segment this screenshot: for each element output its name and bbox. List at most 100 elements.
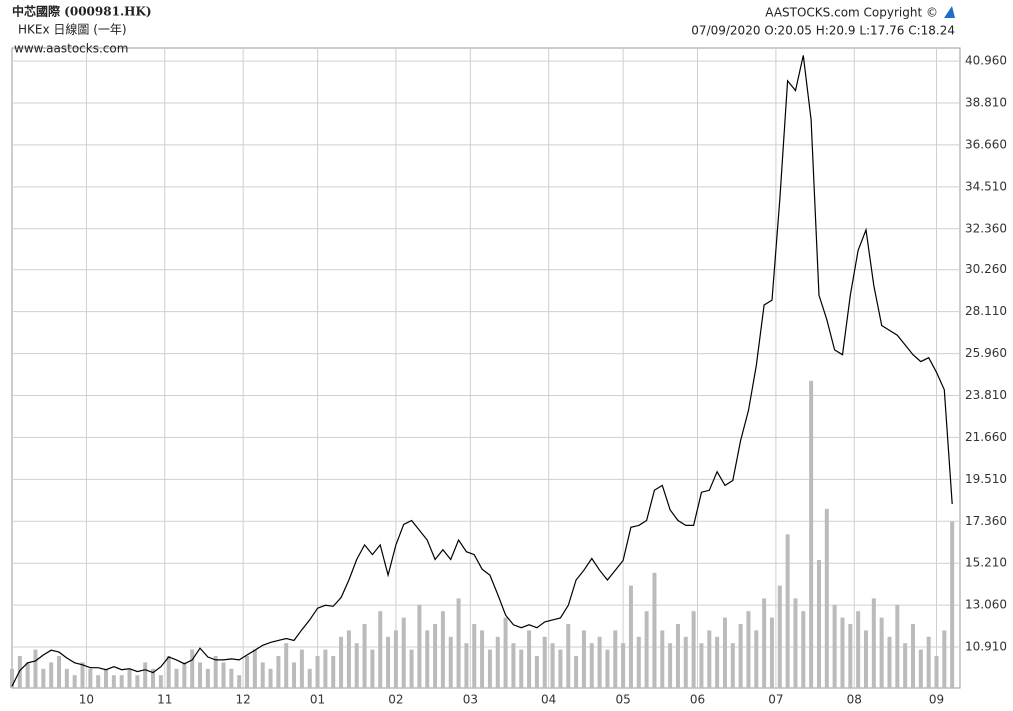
volume-bar	[644, 611, 649, 688]
volume-bar	[158, 675, 163, 688]
x-tick-label: 04	[541, 693, 556, 707]
volume-bar	[730, 643, 735, 688]
volume-bar	[503, 617, 508, 688]
volume-bar	[401, 617, 406, 688]
volume-bar	[856, 611, 861, 688]
volume-bar	[722, 617, 727, 688]
volume-bar	[746, 611, 751, 688]
volume-bar	[691, 611, 696, 688]
y-tick-label: 10.910	[965, 640, 1007, 654]
volume-bar	[895, 604, 900, 688]
volume-bar	[628, 585, 633, 688]
y-tick-label: 34.510	[965, 179, 1007, 193]
volume-bar	[417, 604, 422, 688]
volume-bar	[315, 656, 320, 688]
volume-bar	[41, 668, 46, 688]
volume-bar	[174, 668, 179, 688]
y-tick-label: 30.260	[965, 262, 1007, 276]
volume-bar	[409, 649, 414, 688]
volume-bar	[448, 636, 453, 688]
x-tick-label: 10	[79, 693, 94, 707]
volume-bar	[887, 636, 892, 688]
y-tick-label: 17.360	[965, 514, 1007, 528]
volume-bar	[824, 508, 829, 688]
volume-bar	[816, 560, 821, 688]
volume-bar	[33, 649, 38, 688]
volume-bar	[738, 624, 743, 688]
volume-bar	[589, 643, 594, 688]
volume-bar	[754, 630, 759, 688]
volume-bar	[480, 630, 485, 688]
volume-bar	[621, 643, 626, 688]
volume-bar	[550, 643, 555, 688]
volume-bar	[542, 636, 547, 688]
x-tick-label: 07	[768, 693, 783, 707]
volume-bar	[903, 643, 908, 688]
volume-bar	[151, 668, 156, 688]
volume-bar	[354, 643, 359, 688]
volume-bar	[370, 649, 375, 688]
volume-bar	[10, 668, 14, 688]
x-tick-label: 09	[929, 693, 944, 707]
volume-bar	[566, 624, 571, 688]
volume-bar	[284, 643, 289, 688]
volume-bar	[613, 630, 618, 688]
volume-bar	[127, 668, 132, 688]
x-tick-label: 03	[463, 693, 478, 707]
volume-bar	[17, 656, 22, 688]
volume-bar	[715, 636, 720, 688]
y-tick-label: 38.810	[965, 95, 1007, 109]
volume-bar	[926, 636, 931, 688]
volume-bar	[910, 624, 915, 688]
volume-bar	[495, 636, 500, 688]
volume-bar	[668, 643, 673, 688]
volume-bar	[307, 668, 312, 688]
volume-bar	[558, 649, 563, 688]
y-tick-label: 21.660	[965, 430, 1007, 444]
volume-bar	[221, 662, 226, 688]
volume-bar	[793, 598, 798, 688]
source-label: www.aastocks.com	[14, 42, 128, 56]
volume-bar	[527, 630, 532, 688]
volume-bar	[260, 662, 265, 688]
volume-bar	[245, 656, 250, 688]
x-tick-label: 02	[388, 693, 403, 707]
volume-bar	[777, 585, 782, 688]
plot-area	[11, 47, 961, 689]
volume-bar	[683, 636, 688, 688]
volume-bar	[636, 636, 641, 688]
volume-bar	[840, 617, 845, 688]
volume-bar	[534, 656, 539, 688]
volume-bar	[135, 675, 140, 688]
volume-bar	[871, 598, 876, 688]
y-tick-label: 32.360	[965, 221, 1007, 235]
volume-bar	[72, 675, 77, 688]
volume-bar	[104, 668, 109, 688]
copyright: AASTOCKS.com Copyright ©	[765, 6, 938, 20]
x-tick-label: 01	[310, 693, 325, 707]
y-tick-label: 25.960	[965, 346, 1007, 360]
volume-bar	[386, 636, 391, 688]
volume-bar	[190, 649, 195, 688]
logo	[944, 6, 955, 18]
volume-bar	[699, 643, 704, 688]
volume-bar	[299, 649, 304, 688]
volume-bar	[268, 668, 273, 688]
y-tick-label: 13.060	[965, 598, 1007, 612]
price-line	[11, 55, 953, 687]
volume-bar	[464, 643, 469, 688]
volume-bar	[96, 675, 101, 688]
volume-bar	[574, 656, 579, 688]
x-tick-label: 12	[235, 693, 250, 707]
volume-bar	[213, 656, 218, 688]
volume-bar	[581, 630, 586, 688]
volume-bar	[456, 598, 461, 688]
volume-bar	[848, 624, 853, 688]
volume-bar	[393, 630, 398, 688]
chart-title: 中芯國際 (000981.HK)	[12, 4, 152, 19]
volume-bar	[292, 662, 297, 688]
y-tick-label: 28.110	[965, 304, 1007, 318]
volume-bar	[832, 604, 837, 688]
x-tick-label: 06	[690, 693, 705, 707]
